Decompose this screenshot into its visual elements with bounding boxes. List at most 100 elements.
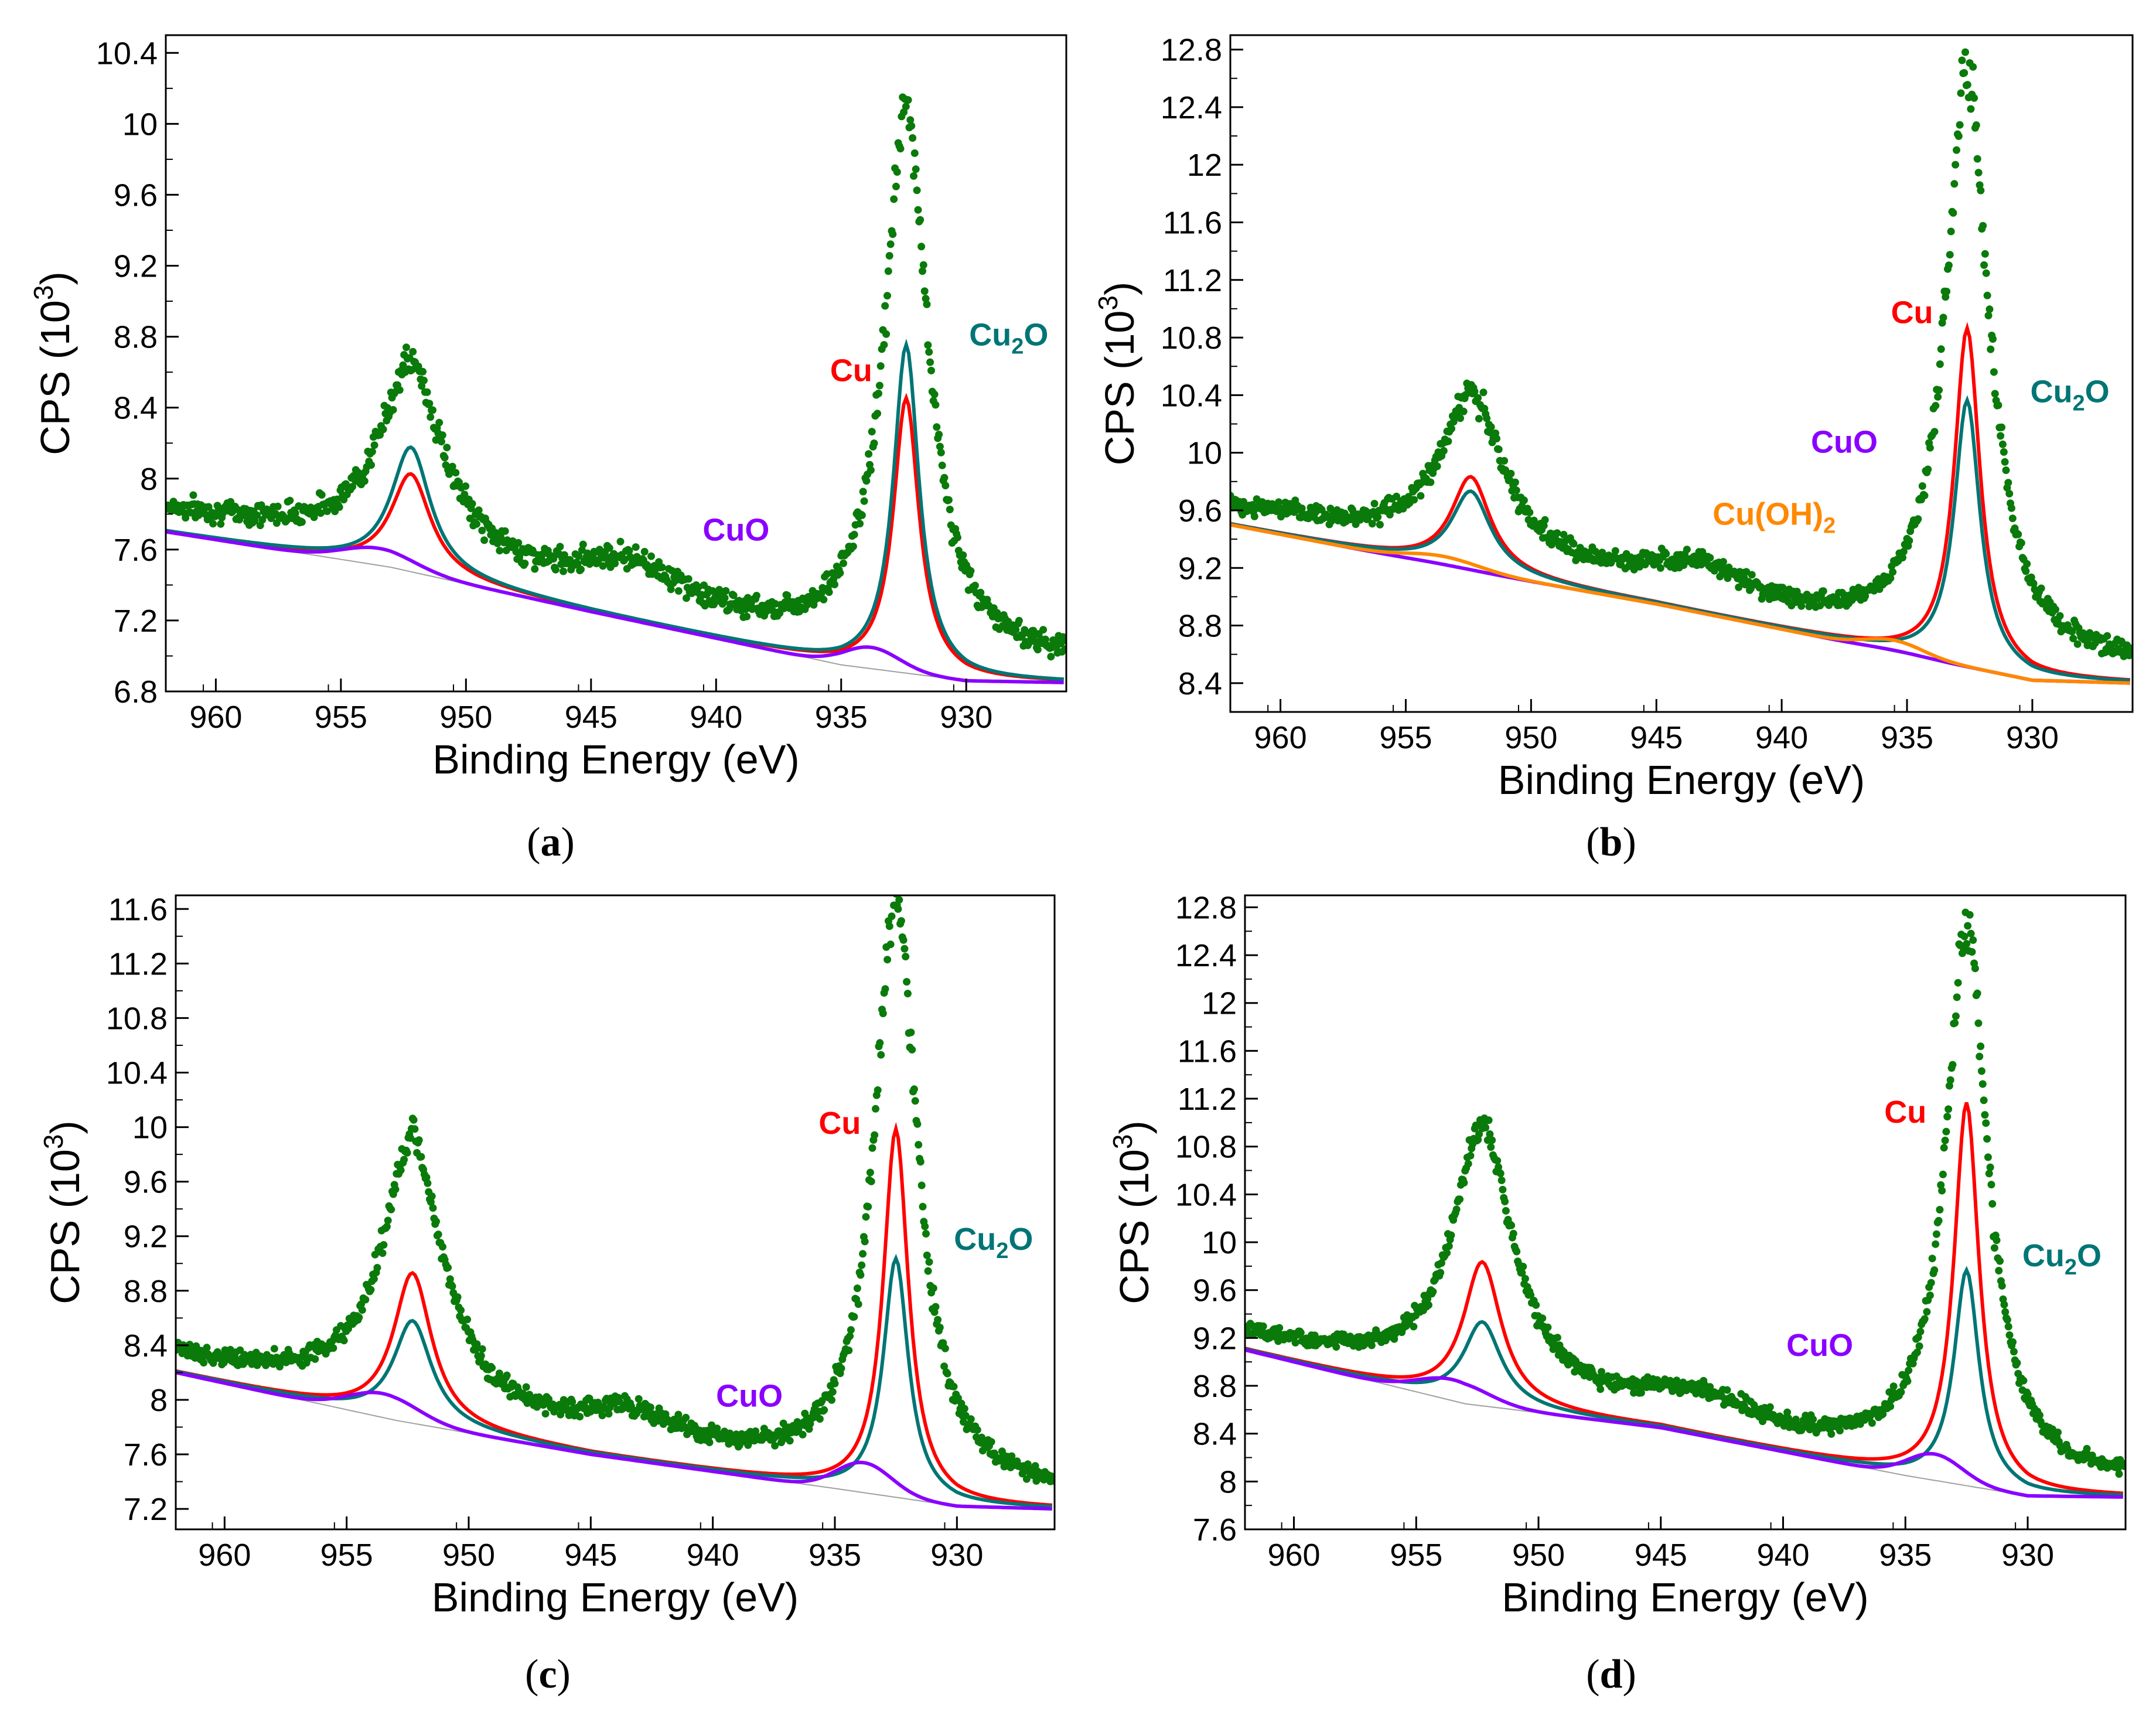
series-label-text: CuO: [1811, 425, 1878, 460]
data-point: [1932, 401, 1940, 410]
data-point: [2000, 1301, 2008, 1308]
x-tick-label: 945: [1630, 720, 1683, 755]
data-point: [973, 1426, 981, 1434]
data-point: [1496, 1170, 1505, 1178]
data-point: [859, 488, 867, 496]
data-point: [904, 96, 912, 104]
data-point: [1507, 1221, 1516, 1229]
data-point: [1987, 1181, 1995, 1189]
data-point: [286, 496, 294, 505]
data-point: [850, 530, 858, 538]
data-point: [1946, 1076, 1954, 1084]
data-point: [1960, 932, 1969, 940]
x-tick-label: 950: [439, 700, 492, 735]
data-point: [1836, 1427, 1844, 1434]
data-point: [468, 500, 476, 508]
series-label-text: Cu: [830, 353, 872, 388]
data-point: [900, 945, 909, 953]
data-point: [417, 1153, 425, 1161]
series-label-text: Cu: [2030, 374, 2072, 410]
data-point: [367, 461, 375, 469]
data-point: [475, 506, 483, 514]
data-point: [1915, 1342, 1923, 1350]
y-tick-label: 12.4: [1175, 938, 1237, 973]
data-point: [1967, 929, 1975, 938]
data-point: [771, 1441, 779, 1450]
data-point: [1927, 1279, 1935, 1287]
data-point: [867, 466, 875, 474]
x-tick-label: 935: [1881, 720, 1933, 755]
data-point: [1456, 1195, 1464, 1204]
y-tick-label: 10.8: [1175, 1130, 1237, 1165]
data-point: [1275, 1324, 1284, 1332]
data-point: [1998, 1281, 2006, 1290]
data-point: [1735, 583, 1743, 591]
panel-caption-close: ): [561, 820, 575, 865]
panel-caption: (b): [1586, 820, 1636, 865]
y-tick-label: 8.8: [1193, 1369, 1237, 1404]
plot-frame: [1244, 894, 2127, 1531]
data-point: [836, 569, 844, 577]
data-point: [1920, 1315, 1929, 1323]
data-point: [1953, 993, 1961, 1001]
data-points: [1245, 908, 2126, 1478]
data-point: [335, 503, 343, 511]
y-tick-label: 8.4: [1193, 1417, 1237, 1452]
panel-caption-open: (: [525, 1652, 538, 1697]
data-point: [1417, 492, 1425, 500]
series-line-cu: [1230, 322, 2130, 682]
data-point: [616, 537, 625, 546]
data-point: [882, 330, 891, 338]
y-tick-label: 8.4: [114, 391, 158, 426]
data-point: [721, 594, 729, 602]
data-point: [1526, 509, 1534, 516]
series-label-subscript: 2: [1823, 514, 1836, 538]
plot-frame: [1229, 34, 2134, 713]
x-tick-label: 960: [1254, 720, 1307, 755]
x-tick-label: 960: [189, 700, 242, 735]
x-tick-label: 950: [1512, 1538, 1565, 1573]
data-point: [1275, 498, 1283, 506]
data-point: [1903, 1377, 1912, 1385]
data-point: [917, 243, 926, 251]
data-point: [2127, 650, 2133, 658]
data-point: [443, 444, 451, 452]
data-point: [1957, 89, 1965, 97]
data-point: [1923, 1308, 1931, 1316]
data-point: [683, 594, 690, 602]
data-point: [1889, 568, 1897, 576]
data-point: [323, 507, 331, 515]
data-point: [886, 240, 895, 248]
chart-panel-b: 960 955 950 945 940 935 930 8.4 8.8 9.2 9.6 10 10.4 1…: [1093, 33, 2134, 865]
data-point: [349, 483, 357, 490]
data-point: [858, 511, 866, 519]
x-tick-label: 955: [320, 1538, 373, 1573]
data-point: [1443, 1249, 1451, 1257]
data-point: [1259, 1322, 1267, 1330]
y-axis-title-base: CPS (10: [32, 300, 78, 455]
data-point: [1939, 1170, 1947, 1178]
data-point: [1630, 1389, 1638, 1397]
data-point: [1783, 1408, 1792, 1416]
data-point: [182, 514, 190, 522]
series-label-cuo: CuO: [716, 1379, 783, 1414]
data-point: [919, 267, 926, 275]
data-point: [389, 405, 397, 414]
y-tick-label: 8.4: [124, 1328, 168, 1364]
data-point: [568, 1398, 576, 1406]
data-point: [2002, 466, 2010, 474]
data-point: [579, 540, 587, 548]
x-tick-label: 950: [1505, 720, 1557, 755]
data-point: [594, 1399, 602, 1406]
data-point: [435, 418, 444, 427]
data-point: [1493, 435, 1500, 442]
data-point: [625, 547, 633, 555]
data-point: [1519, 1263, 1527, 1270]
series-label-cuoh2: Cu(OH)2: [1712, 497, 1836, 538]
panel-caption-open: (: [1586, 1652, 1599, 1697]
data-point: [1513, 1248, 1521, 1256]
data-point: [743, 594, 752, 602]
y-tick-label: 11.6: [1163, 205, 1222, 240]
panel-caption-letter: b: [1600, 820, 1623, 865]
data-point: [576, 1413, 584, 1421]
